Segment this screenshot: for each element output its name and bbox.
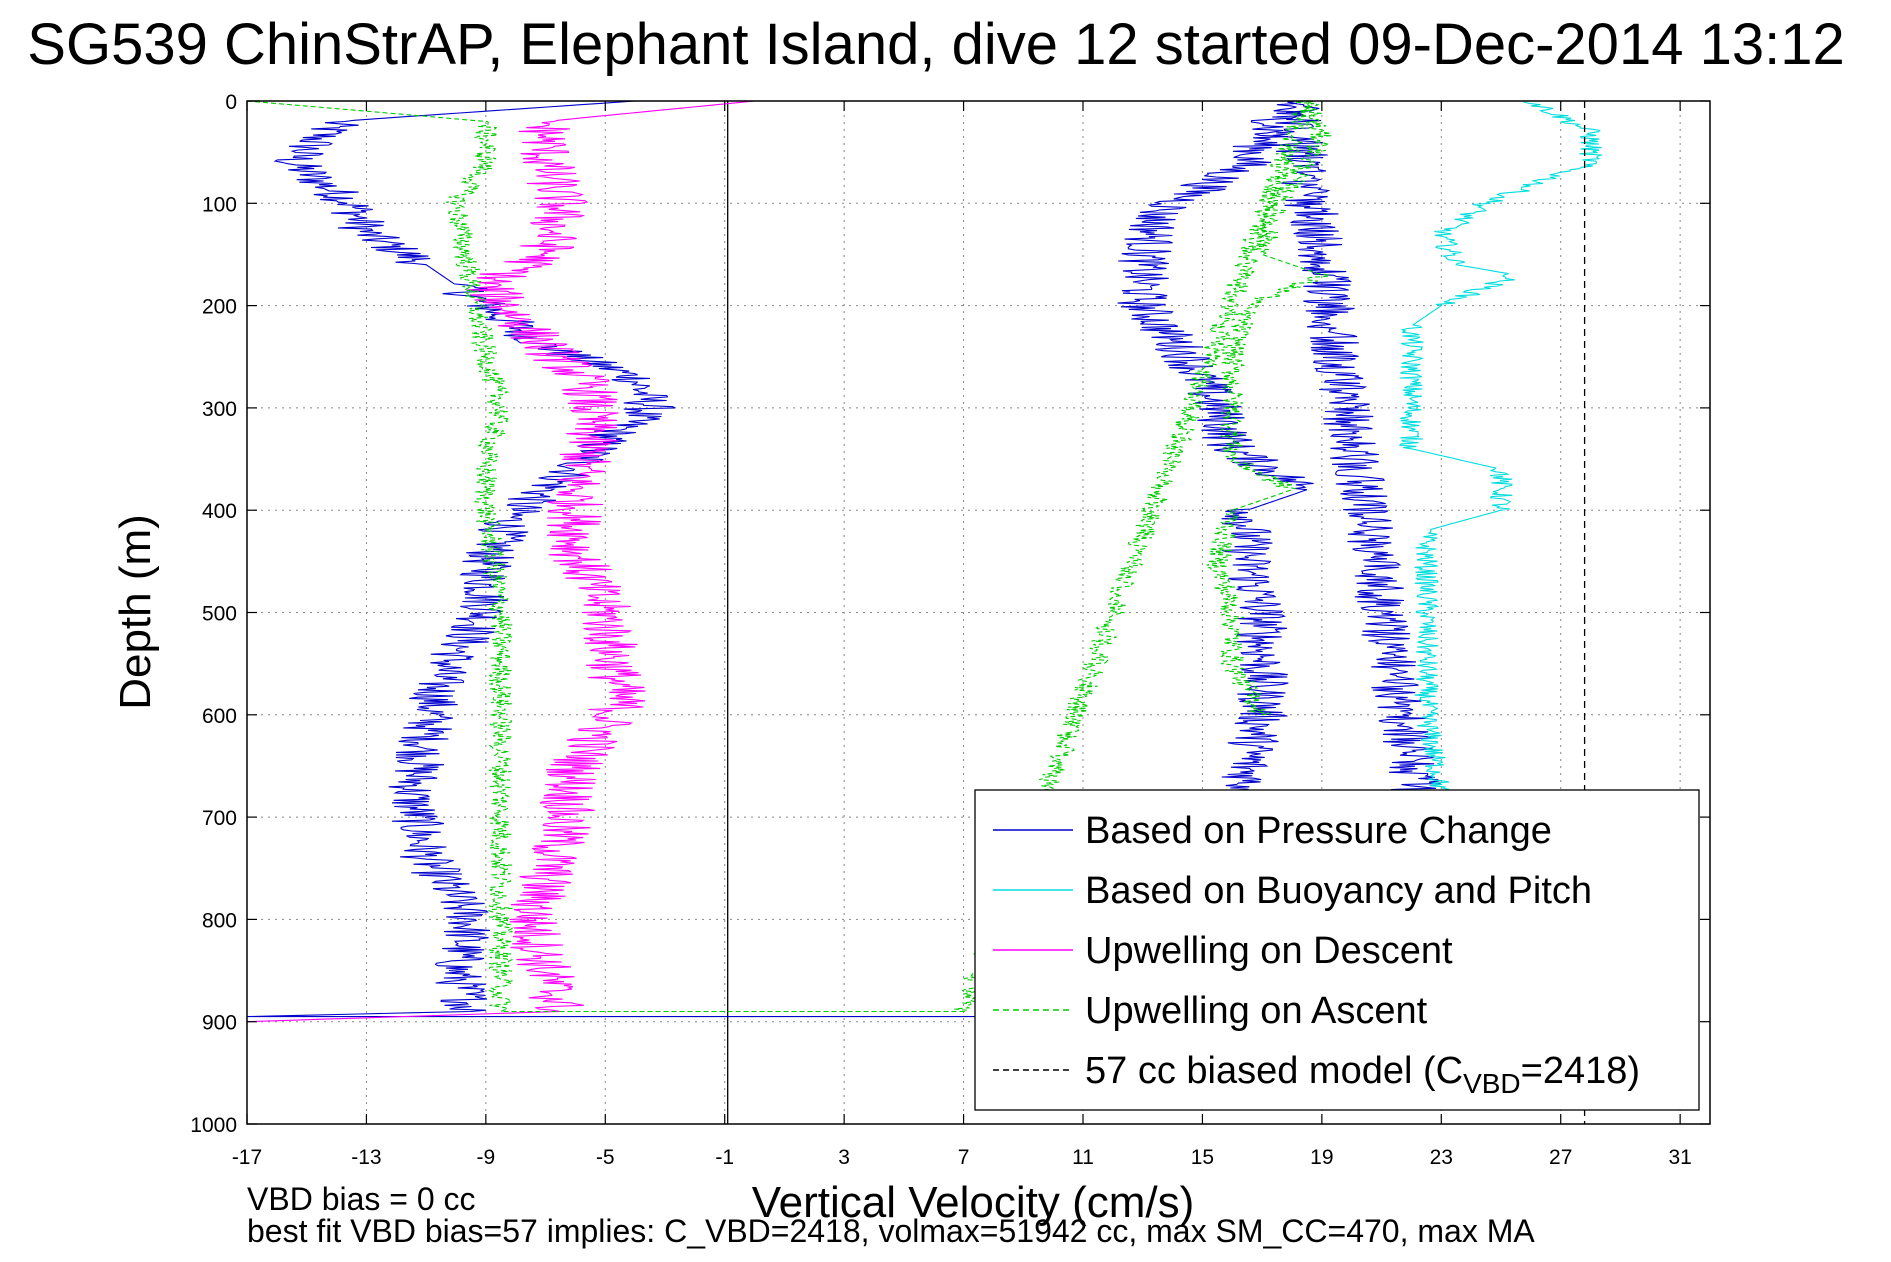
series-line-2 (1398, 100, 1603, 798)
x-tick-label: 23 (1430, 1146, 1453, 1169)
legend-entry-label: Based on Buoyancy and Pitch (1085, 870, 1592, 912)
x-tick-label: 31 (1668, 1146, 1691, 1169)
y-axis-label: Depth (m) (111, 514, 160, 710)
legend: Based on Pressure Change Based on Buoyanc… (974, 789, 1700, 1111)
x-tick-label: 15 (1191, 1146, 1214, 1169)
x-tick-label: 11 (1072, 1146, 1094, 1169)
y-tick-label: 100 (202, 193, 237, 216)
x-tick-label: -13 (351, 1146, 381, 1169)
series-line-4 (246, 100, 1332, 1013)
y-tick-label: 500 (202, 603, 237, 626)
note-vbd-bias: VBD bias = 0 cc (247, 1181, 476, 1217)
y-tick-label: 600 (202, 705, 237, 728)
series-line-3 (246, 100, 755, 1023)
y-tick-label: 200 (202, 296, 237, 319)
y-tick-label: 1000 (190, 1114, 237, 1137)
y-tick-label: 900 (202, 1012, 237, 1035)
x-axis-label: Vertical Velocity (cm/s) (752, 1178, 1195, 1227)
legend-entry-label: Based on Pressure Change (1085, 810, 1552, 852)
x-tick-label: -1 (715, 1146, 734, 1169)
y-tick-label: 800 (202, 909, 237, 932)
note-best-fit: best fit VBD bias=57 implies: C_VBD=2418… (247, 1213, 1535, 1249)
series-line-1 (246, 100, 1475, 1018)
y-tick-label: 0 (225, 91, 237, 114)
x-tick-label: 27 (1549, 1146, 1572, 1169)
legend-entry-label: Upwelling on Descent (1085, 930, 1453, 972)
legend-entry-label: 57 cc biased model (CVBD=2418) (1085, 1050, 1640, 1099)
y-tick-label: 700 (202, 807, 237, 830)
x-tick-label: -9 (477, 1146, 496, 1169)
ticks: -17 -13 -9 -5 -1 3 7 11 15 19 23 27 3101002003004005… (190, 91, 1710, 1169)
y-tick-label: 400 (202, 500, 237, 523)
x-tick-label: 19 (1310, 1146, 1333, 1169)
legend-box (974, 789, 1700, 1111)
legend-entry-label: Upwelling on Ascent (1085, 990, 1428, 1032)
x-tick-label: -5 (596, 1146, 615, 1169)
chart-title: SG539 ChinStrAP, Elephant Island, dive 1… (27, 12, 1844, 77)
y-tick-label: 300 (202, 398, 237, 421)
x-tick-label: -17 (232, 1146, 262, 1169)
x-tick-label: 7 (958, 1146, 970, 1169)
x-tick-label: 3 (838, 1146, 850, 1169)
